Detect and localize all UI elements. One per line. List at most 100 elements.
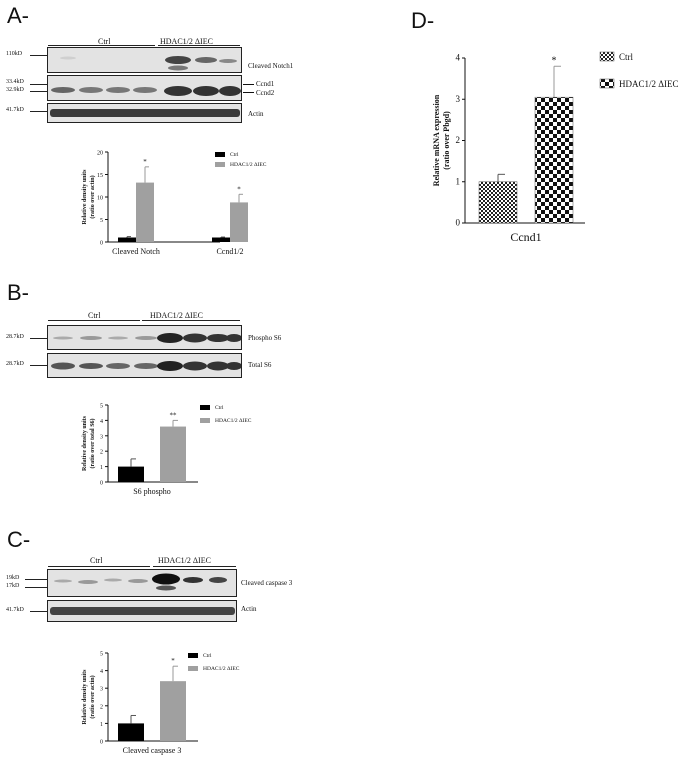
- panel-c-letter: C-: [7, 527, 31, 552]
- bar: [160, 426, 186, 482]
- panel-b-group-hdac: HDAC1/2 ΔIEC: [150, 311, 203, 320]
- panel-a-chart: 0 5 10 15 20 Relative density units (ratio ove…: [60, 142, 300, 267]
- y-tick-label: 2: [100, 704, 103, 710]
- arrow-ccnd2-icon: [243, 92, 254, 93]
- chart-b-svg: 0 1 2 3 4 5 Relative density units (ratio over …: [82, 404, 252, 497]
- panel-c-label-actin: Actin: [241, 605, 257, 613]
- y-tick-label: 0: [456, 218, 461, 228]
- panel-a-marker-tick: [30, 111, 47, 112]
- legend-label: HDAC1/2 ΔIEC: [619, 79, 679, 89]
- panel-a-marker-329: 32.9kD: [6, 87, 24, 93]
- legend-label: Ctrl: [619, 52, 634, 62]
- panel-c-marker-17: 17kD: [6, 583, 20, 589]
- bar: [478, 181, 518, 224]
- bar: [212, 237, 230, 242]
- panel-c-chart: 0 1 2 3 4 5 Relative density units (ratio over …: [60, 643, 300, 768]
- legend-swatch: [215, 152, 225, 157]
- panel-b-marker-tick: [30, 338, 47, 339]
- panel-a-marker-tick: [30, 55, 47, 56]
- y-axis-label: Relative density units (ratio over total …: [82, 415, 96, 471]
- panel-a-label-cleaved-notch1: Cleaved Notch1: [248, 62, 294, 70]
- legend-label: HDAC1/2 ΔIEC: [230, 162, 267, 168]
- panel-a-marker-334: 33.4kD: [6, 79, 24, 85]
- x-category-label: Ccnd1/2: [216, 247, 243, 256]
- panel-b-label-phospho-s6: Phospho S6: [248, 334, 282, 342]
- y-tick-label: 3: [456, 94, 461, 104]
- legend-swatch: [200, 418, 210, 423]
- y-tick-label: 2: [456, 135, 461, 145]
- significance-label: *: [552, 55, 557, 66]
- y-tick-label: 0: [100, 481, 103, 487]
- panel-b-marker-total: 28.7kD: [6, 361, 24, 367]
- y-tick-label: 5: [100, 404, 103, 410]
- panel-a-group-line-hdac: [158, 45, 240, 46]
- panel-a-group-line-ctrl: [48, 45, 155, 46]
- panel-b-label-total-s6: Total S6: [248, 361, 272, 369]
- x-category-label: S6 phospho: [133, 487, 171, 496]
- bar: [160, 681, 186, 741]
- panel-a-marker-417: 41.7kD: [6, 107, 24, 113]
- y-tick-label: 1: [100, 722, 103, 728]
- panel-c-blot-caspase3: [47, 569, 237, 597]
- panel-a-label-actin: Actin: [248, 110, 264, 118]
- bar: [118, 237, 136, 242]
- panel-d-chart: 0 1 2 3 4 Relative mRNA expression(ratio over…: [425, 38, 680, 268]
- significance-label: *: [143, 158, 147, 166]
- panel-b-group-ctrl: Ctrl: [88, 311, 101, 320]
- panel-c-marker-19: 19kD: [6, 575, 20, 581]
- panel-a-blot-actin: [47, 103, 242, 123]
- y-tick-label: 4: [100, 419, 103, 425]
- legend-swatch: [188, 653, 198, 658]
- x-category-label: Cleaved caspase 3: [123, 746, 182, 755]
- panel-a-arrow-ccnd1: Ccnd1: [256, 80, 275, 88]
- legend-swatch: [188, 666, 198, 671]
- y-tick-label: 3: [100, 434, 103, 440]
- legend-swatch: [599, 51, 615, 62]
- panel-b-letter: B-: [7, 280, 29, 305]
- panel-b-marker-tick: [30, 365, 47, 366]
- chart-c-svg: 0 1 2 3 4 5 Relative density units (ratio over …: [82, 652, 240, 756]
- panel-b-chart: 0 1 2 3 4 5 Relative density units (ratio over …: [60, 395, 300, 525]
- panel-c-marker-417: 41.7kD: [6, 607, 24, 613]
- x-category-label: Cleaved Notch: [112, 247, 160, 256]
- significance-label: *: [171, 657, 175, 665]
- legend-label: Ctrl: [215, 405, 224, 411]
- bar: [118, 723, 144, 741]
- legend-label: Ctrl: [230, 152, 239, 158]
- chart-a-svg: 0 5 10 15 20 Relative density units (ratio ove…: [82, 151, 267, 257]
- significance-label: **: [170, 411, 178, 419]
- panel-a-group-hdac: HDAC1/2 ΔIEC: [160, 37, 213, 46]
- legend-swatch: [215, 162, 225, 167]
- y-tick-label: 10: [97, 196, 103, 202]
- bar: [534, 96, 574, 224]
- bar: [118, 466, 144, 482]
- y-axis-label: Relative density units (ratio over actin): [82, 169, 96, 225]
- panel-c-marker-tick: [25, 587, 47, 588]
- y-axis-label: Relative mRNA expression(ratio over Pbgd…: [432, 94, 451, 186]
- y-tick-label: 0: [100, 241, 103, 247]
- panel-b-group-line-ctrl: [48, 320, 140, 321]
- panel-a-arrow-ccnd2: Ccnd2: [256, 89, 275, 97]
- y-tick-label: 5: [100, 652, 103, 658]
- y-tick-label: 1: [100, 465, 103, 471]
- panel-c-label-caspase3: Cleaved caspase 3: [241, 579, 293, 587]
- panel-b-group-line-hdac: [142, 320, 240, 321]
- panel-a-group-ctrl: Ctrl: [98, 37, 111, 46]
- bar: [136, 182, 154, 242]
- legend-label: Ctrl: [203, 653, 212, 659]
- y-axis-label: Relative density units (ratio over actin): [82, 669, 96, 725]
- y-tick-label: 3: [100, 687, 103, 693]
- panel-a-marker-tick: [30, 84, 47, 85]
- panel-c-group-line-hdac: [153, 566, 236, 567]
- y-tick-label: 2: [100, 450, 103, 456]
- y-tick-label: 4: [456, 53, 461, 63]
- panel-a-blot-cleaved-notch1: [47, 47, 242, 73]
- panel-d-letter: D-: [411, 8, 435, 33]
- panel-b-blot-phospho-s6: [47, 325, 242, 350]
- legend-label: HDAC1/2 ΔIEC: [203, 666, 240, 672]
- legend-swatch: [200, 405, 210, 410]
- panel-c-group-hdac: HDAC1/2 ΔIEC: [158, 556, 211, 565]
- y-tick-label: 5: [100, 218, 103, 224]
- panel-c-group-line-ctrl: [48, 566, 150, 567]
- panel-a-marker-110: 110kD: [6, 51, 23, 57]
